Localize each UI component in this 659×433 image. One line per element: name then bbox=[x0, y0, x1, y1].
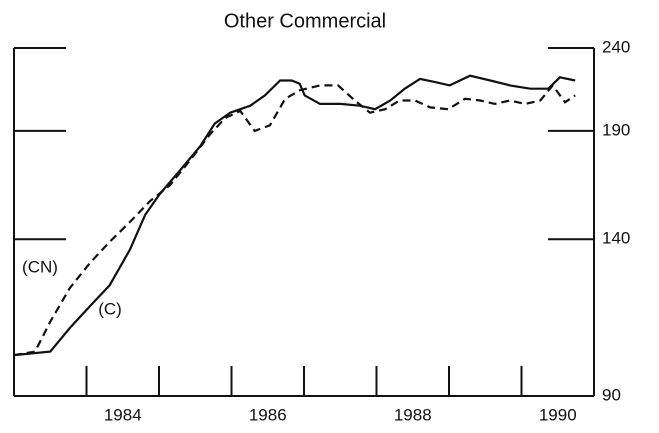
x-tick-label: 1984 bbox=[104, 405, 142, 424]
x-tick-label: 1986 bbox=[249, 405, 287, 424]
series-line bbox=[13, 83, 576, 357]
y-tick-label: 140 bbox=[602, 229, 630, 248]
series-label: (C) bbox=[98, 299, 122, 318]
y-tick-label: 190 bbox=[602, 120, 630, 139]
y-tick-label: 240 bbox=[602, 37, 630, 56]
x-tick-label: 1988 bbox=[394, 405, 432, 424]
y-tick-label: 90 bbox=[602, 385, 621, 404]
x-tick-label: 1990 bbox=[539, 405, 577, 424]
series-label: (CN) bbox=[22, 257, 58, 276]
chart-title: Other Commercial bbox=[224, 10, 386, 32]
